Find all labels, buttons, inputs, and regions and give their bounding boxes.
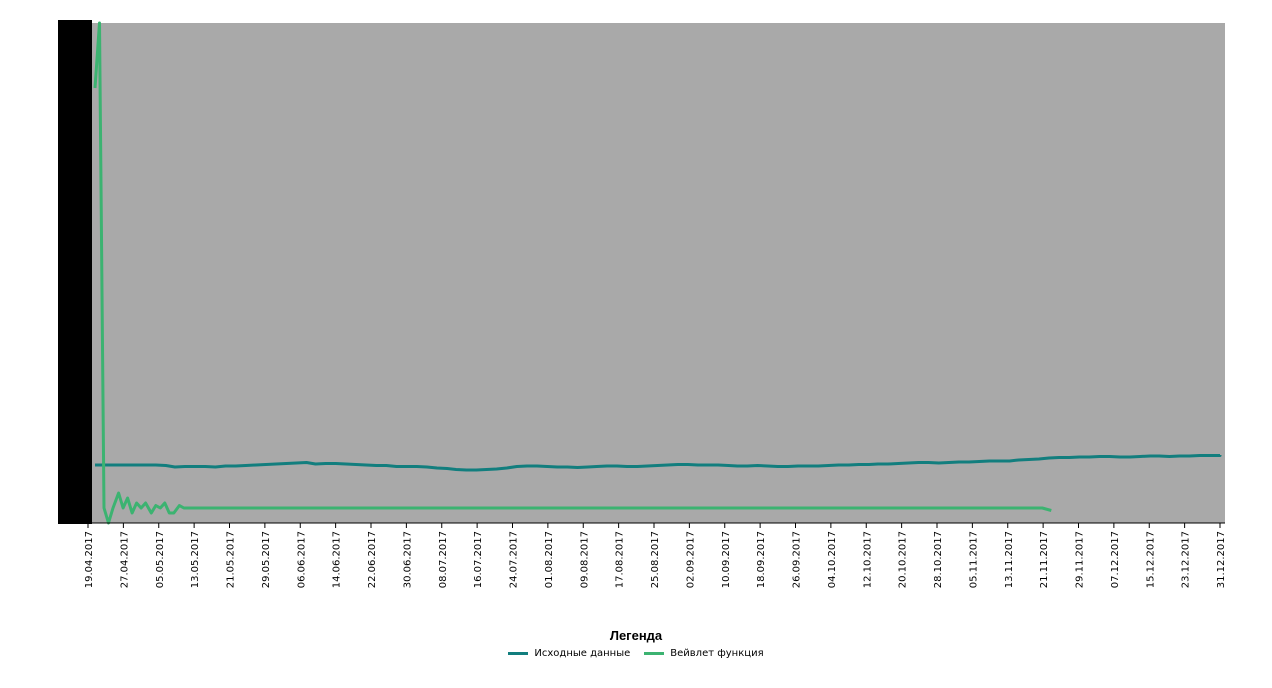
legend-label-wavelet: Вейвлет функция (670, 648, 764, 659)
x-tick-label: 17.08.2017 (615, 531, 626, 588)
x-tick-label: 20.10.2017 (898, 531, 909, 588)
x-tick-label: 16.07.2017 (473, 531, 484, 588)
legend-item-raw: Исходные данные (508, 648, 630, 659)
plot-area (80, 23, 1225, 523)
x-tick-label: 01.08.2017 (544, 531, 555, 588)
x-tick-label: 24.07.2017 (509, 531, 520, 588)
x-tick-label: 07.12.2017 (1110, 531, 1121, 588)
x-tick-label: 19.04.2017 (84, 531, 95, 588)
series-line-raw (95, 454, 1222, 472)
legend-swatch-wavelet (644, 652, 665, 655)
x-tick-label: 26.09.2017 (792, 531, 803, 588)
x-tick-label: 15.12.2017 (1145, 531, 1156, 588)
x-tick-label: 25.08.2017 (650, 531, 661, 588)
x-tick-label: 14.06.2017 (332, 531, 343, 588)
x-tick-label: 02.09.2017 (685, 531, 696, 588)
legend-item-wavelet: Вейвлет функция (644, 648, 764, 659)
x-tick-label: 27.04.2017 (119, 531, 130, 588)
series-layer (93, 21, 1222, 525)
x-tick-label: 06.06.2017 (296, 531, 307, 588)
x-tick-label: 21.11.2017 (1039, 531, 1050, 588)
x-tick-label: 18.09.2017 (756, 531, 767, 588)
x-tick-label: 10.09.2017 (721, 531, 732, 588)
legend-label-raw: Исходные данные (534, 648, 631, 659)
x-tick-label: 30.06.2017 (402, 531, 413, 588)
x-tick-label: 31.12.2017 (1216, 531, 1227, 588)
x-tick-label: 29.11.2017 (1075, 531, 1086, 588)
x-tick-label: 04.10.2017 (827, 531, 838, 588)
x-tick-label: 22.06.2017 (367, 531, 378, 588)
x-tick-label: 08.07.2017 (438, 531, 449, 588)
x-axis-ticks: 19.04.2017 27.04.2017 05.05.2017 13.05.2017… (84, 523, 1227, 588)
x-tick-label: 05.11.2017 (968, 531, 979, 588)
x-tick-label: 13.05.2017 (190, 531, 201, 588)
x-tick-label: 23.12.2017 (1181, 531, 1192, 588)
x-tick-label: 05.05.2017 (155, 531, 166, 588)
legend-title: Легенда (609, 628, 663, 643)
x-tick-label: 29.05.2017 (261, 531, 272, 588)
x-tick-label: 09.08.2017 (579, 531, 590, 588)
x-tick-label: 28.10.2017 (933, 531, 944, 588)
legend-swatch-raw (508, 652, 529, 655)
y-axis-labels-band (58, 20, 92, 524)
series-line-wavelet (93, 21, 1052, 525)
x-tick-label: 12.10.2017 (862, 531, 873, 588)
x-tick-label: 21.05.2017 (226, 531, 237, 588)
legend: Исходные данные Вейвлет функция (0, 648, 1272, 659)
x-tick-label: 13.11.2017 (1004, 531, 1015, 588)
